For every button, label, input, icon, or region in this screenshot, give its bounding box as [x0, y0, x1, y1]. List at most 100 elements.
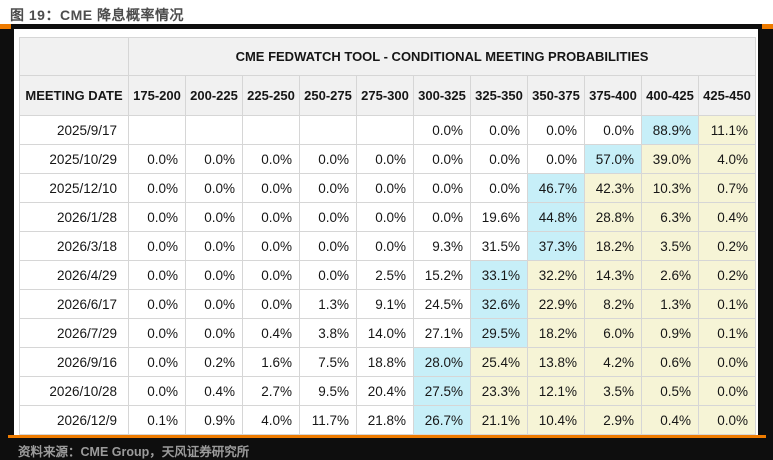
probability-cell: 88.9%	[641, 115, 699, 145]
rate-range-header: 225-250	[242, 75, 300, 116]
probability-cell: 0.0%	[128, 289, 186, 319]
probability-cell: 0.0%	[185, 231, 243, 261]
probability-cell: 27.5%	[413, 376, 471, 406]
meeting-date-header: MEETING DATE	[19, 75, 129, 116]
probability-cell: 27.1%	[413, 318, 471, 348]
top-divider-orange-left	[0, 24, 11, 29]
probability-cell: 0.4%	[698, 202, 756, 232]
probability-cell: 0.0%	[128, 173, 186, 203]
probability-cell: 19.6%	[470, 202, 528, 232]
probability-cell: 9.3%	[413, 231, 471, 261]
probability-cell: 11.7%	[299, 405, 357, 435]
rate-range-header: 350-375	[527, 75, 585, 116]
meeting-date-cell: 2026/4/29	[19, 260, 129, 290]
table-row: 2025/12/10 0.0% 0.0% 0.0% 0.0% 0.0% 0.0% 0.0% 46…	[19, 173, 756, 203]
probability-cell	[128, 115, 186, 145]
probability-cell: 0.2%	[185, 347, 243, 377]
probability-cell: 0.0%	[242, 289, 300, 319]
probability-cell: 0.0%	[128, 260, 186, 290]
probability-cell: 0.0%	[299, 144, 357, 174]
probability-cell: 46.7%	[527, 173, 585, 203]
probability-cell: 0.5%	[641, 376, 699, 406]
probability-cell: 0.0%	[128, 347, 186, 377]
probability-cell: 0.1%	[698, 318, 756, 348]
probability-cell: 4.2%	[584, 347, 642, 377]
table-row: 2025/9/17 0.0% 0.0% 0.0% 0.0% 88.9% 11.1%	[19, 115, 756, 145]
probability-cell: 9.5%	[299, 376, 357, 406]
probability-cell: 37.3%	[527, 231, 585, 261]
meeting-date-cell: 2025/12/10	[19, 173, 129, 203]
probability-cell: 0.0%	[527, 115, 585, 145]
table-row: 2026/10/28 0.0% 0.4% 2.7% 9.5% 20.4% 27.5% 23.3…	[19, 376, 756, 406]
probability-cell: 42.3%	[584, 173, 642, 203]
corner-cell	[19, 37, 129, 76]
top-divider-bar	[0, 24, 773, 29]
probability-cell: 0.0%	[470, 173, 528, 203]
meeting-date-cell: 2026/10/28	[19, 376, 129, 406]
probability-cell: 28.0%	[413, 347, 471, 377]
bottom-orange-rule	[8, 435, 766, 438]
probability-cell: 2.5%	[356, 260, 414, 290]
probability-cell: 1.3%	[641, 289, 699, 319]
probability-cell: 14.3%	[584, 260, 642, 290]
fedwatch-probability-table: CME FEDWATCH TOOL - CONDITIONAL MEETING …	[19, 37, 756, 435]
probability-cell: 0.0%	[128, 231, 186, 261]
meeting-date-cell: 2026/1/28	[19, 202, 129, 232]
table-row: 2026/9/16 0.0% 0.2% 1.6% 7.5% 18.8% 28.0% 25.4%…	[19, 347, 756, 377]
meeting-date-cell: 2026/7/29	[19, 318, 129, 348]
table-row: 2026/12/9 0.1% 0.9% 4.0% 11.7% 21.8% 26.7% 21.1…	[19, 405, 756, 435]
probability-cell: 0.0%	[299, 231, 357, 261]
probability-cell: 12.1%	[527, 376, 585, 406]
table-title-row: CME FEDWATCH TOOL - CONDITIONAL MEETING …	[19, 37, 756, 76]
probability-cell: 18.2%	[584, 231, 642, 261]
probability-cell: 7.5%	[299, 347, 357, 377]
probability-cell: 3.5%	[641, 231, 699, 261]
probability-cell: 39.0%	[641, 144, 699, 174]
probability-cell: 21.1%	[470, 405, 528, 435]
probability-cell: 23.3%	[470, 376, 528, 406]
rate-range-header: 200-225	[185, 75, 243, 116]
probability-cell: 0.0%	[242, 260, 300, 290]
probability-cell: 18.8%	[356, 347, 414, 377]
probability-cell: 0.0%	[299, 173, 357, 203]
probability-cell: 14.0%	[356, 318, 414, 348]
probability-cell: 3.5%	[584, 376, 642, 406]
rate-range-header: 425-450	[698, 75, 756, 116]
right-border-strip	[758, 29, 773, 460]
probability-cell: 0.0%	[413, 144, 471, 174]
probability-cell: 33.1%	[470, 260, 528, 290]
probability-cell: 15.2%	[413, 260, 471, 290]
table-row: 2026/4/29 0.0% 0.0% 0.0% 0.0% 2.5% 15.2% 33.1% 3…	[19, 260, 756, 290]
probability-cell: 0.1%	[698, 289, 756, 319]
table-row: 2026/7/29 0.0% 0.0% 0.4% 3.8% 14.0% 27.1% 29.5%…	[19, 318, 756, 348]
probability-cell: 0.0%	[356, 202, 414, 232]
probability-cell: 6.3%	[641, 202, 699, 232]
probability-cell: 0.0%	[242, 231, 300, 261]
rate-range-header: 275-300	[356, 75, 414, 116]
meeting-date-cell: 2026/3/18	[19, 231, 129, 261]
rate-range-header: 325-350	[470, 75, 528, 116]
probability-cell: 0.0%	[470, 144, 528, 174]
probability-cell: 22.9%	[527, 289, 585, 319]
probability-cell: 0.0%	[413, 202, 471, 232]
probability-cell: 0.0%	[584, 115, 642, 145]
probability-cell: 18.2%	[527, 318, 585, 348]
probability-cell: 0.0%	[128, 202, 186, 232]
probability-cell: 1.3%	[299, 289, 357, 319]
probability-cell: 0.0%	[356, 144, 414, 174]
probability-cell: 26.7%	[413, 405, 471, 435]
probability-cell: 10.4%	[527, 405, 585, 435]
probability-cell: 2.9%	[584, 405, 642, 435]
probability-cell: 0.9%	[641, 318, 699, 348]
table-row: 2026/6/17 0.0% 0.0% 0.0% 1.3% 9.1% 24.5% 32.6% 2…	[19, 289, 756, 319]
probability-cell	[299, 115, 357, 145]
probability-cell: 29.5%	[470, 318, 528, 348]
probability-cell: 13.8%	[527, 347, 585, 377]
probability-cell: 4.0%	[242, 405, 300, 435]
probability-cell: 0.0%	[299, 260, 357, 290]
top-divider-orange-right	[762, 24, 773, 29]
probability-cell: 0.2%	[698, 231, 756, 261]
rate-range-header: 300-325	[413, 75, 471, 116]
probability-cell: 0.0%	[128, 376, 186, 406]
probability-cell: 0.0%	[185, 144, 243, 174]
